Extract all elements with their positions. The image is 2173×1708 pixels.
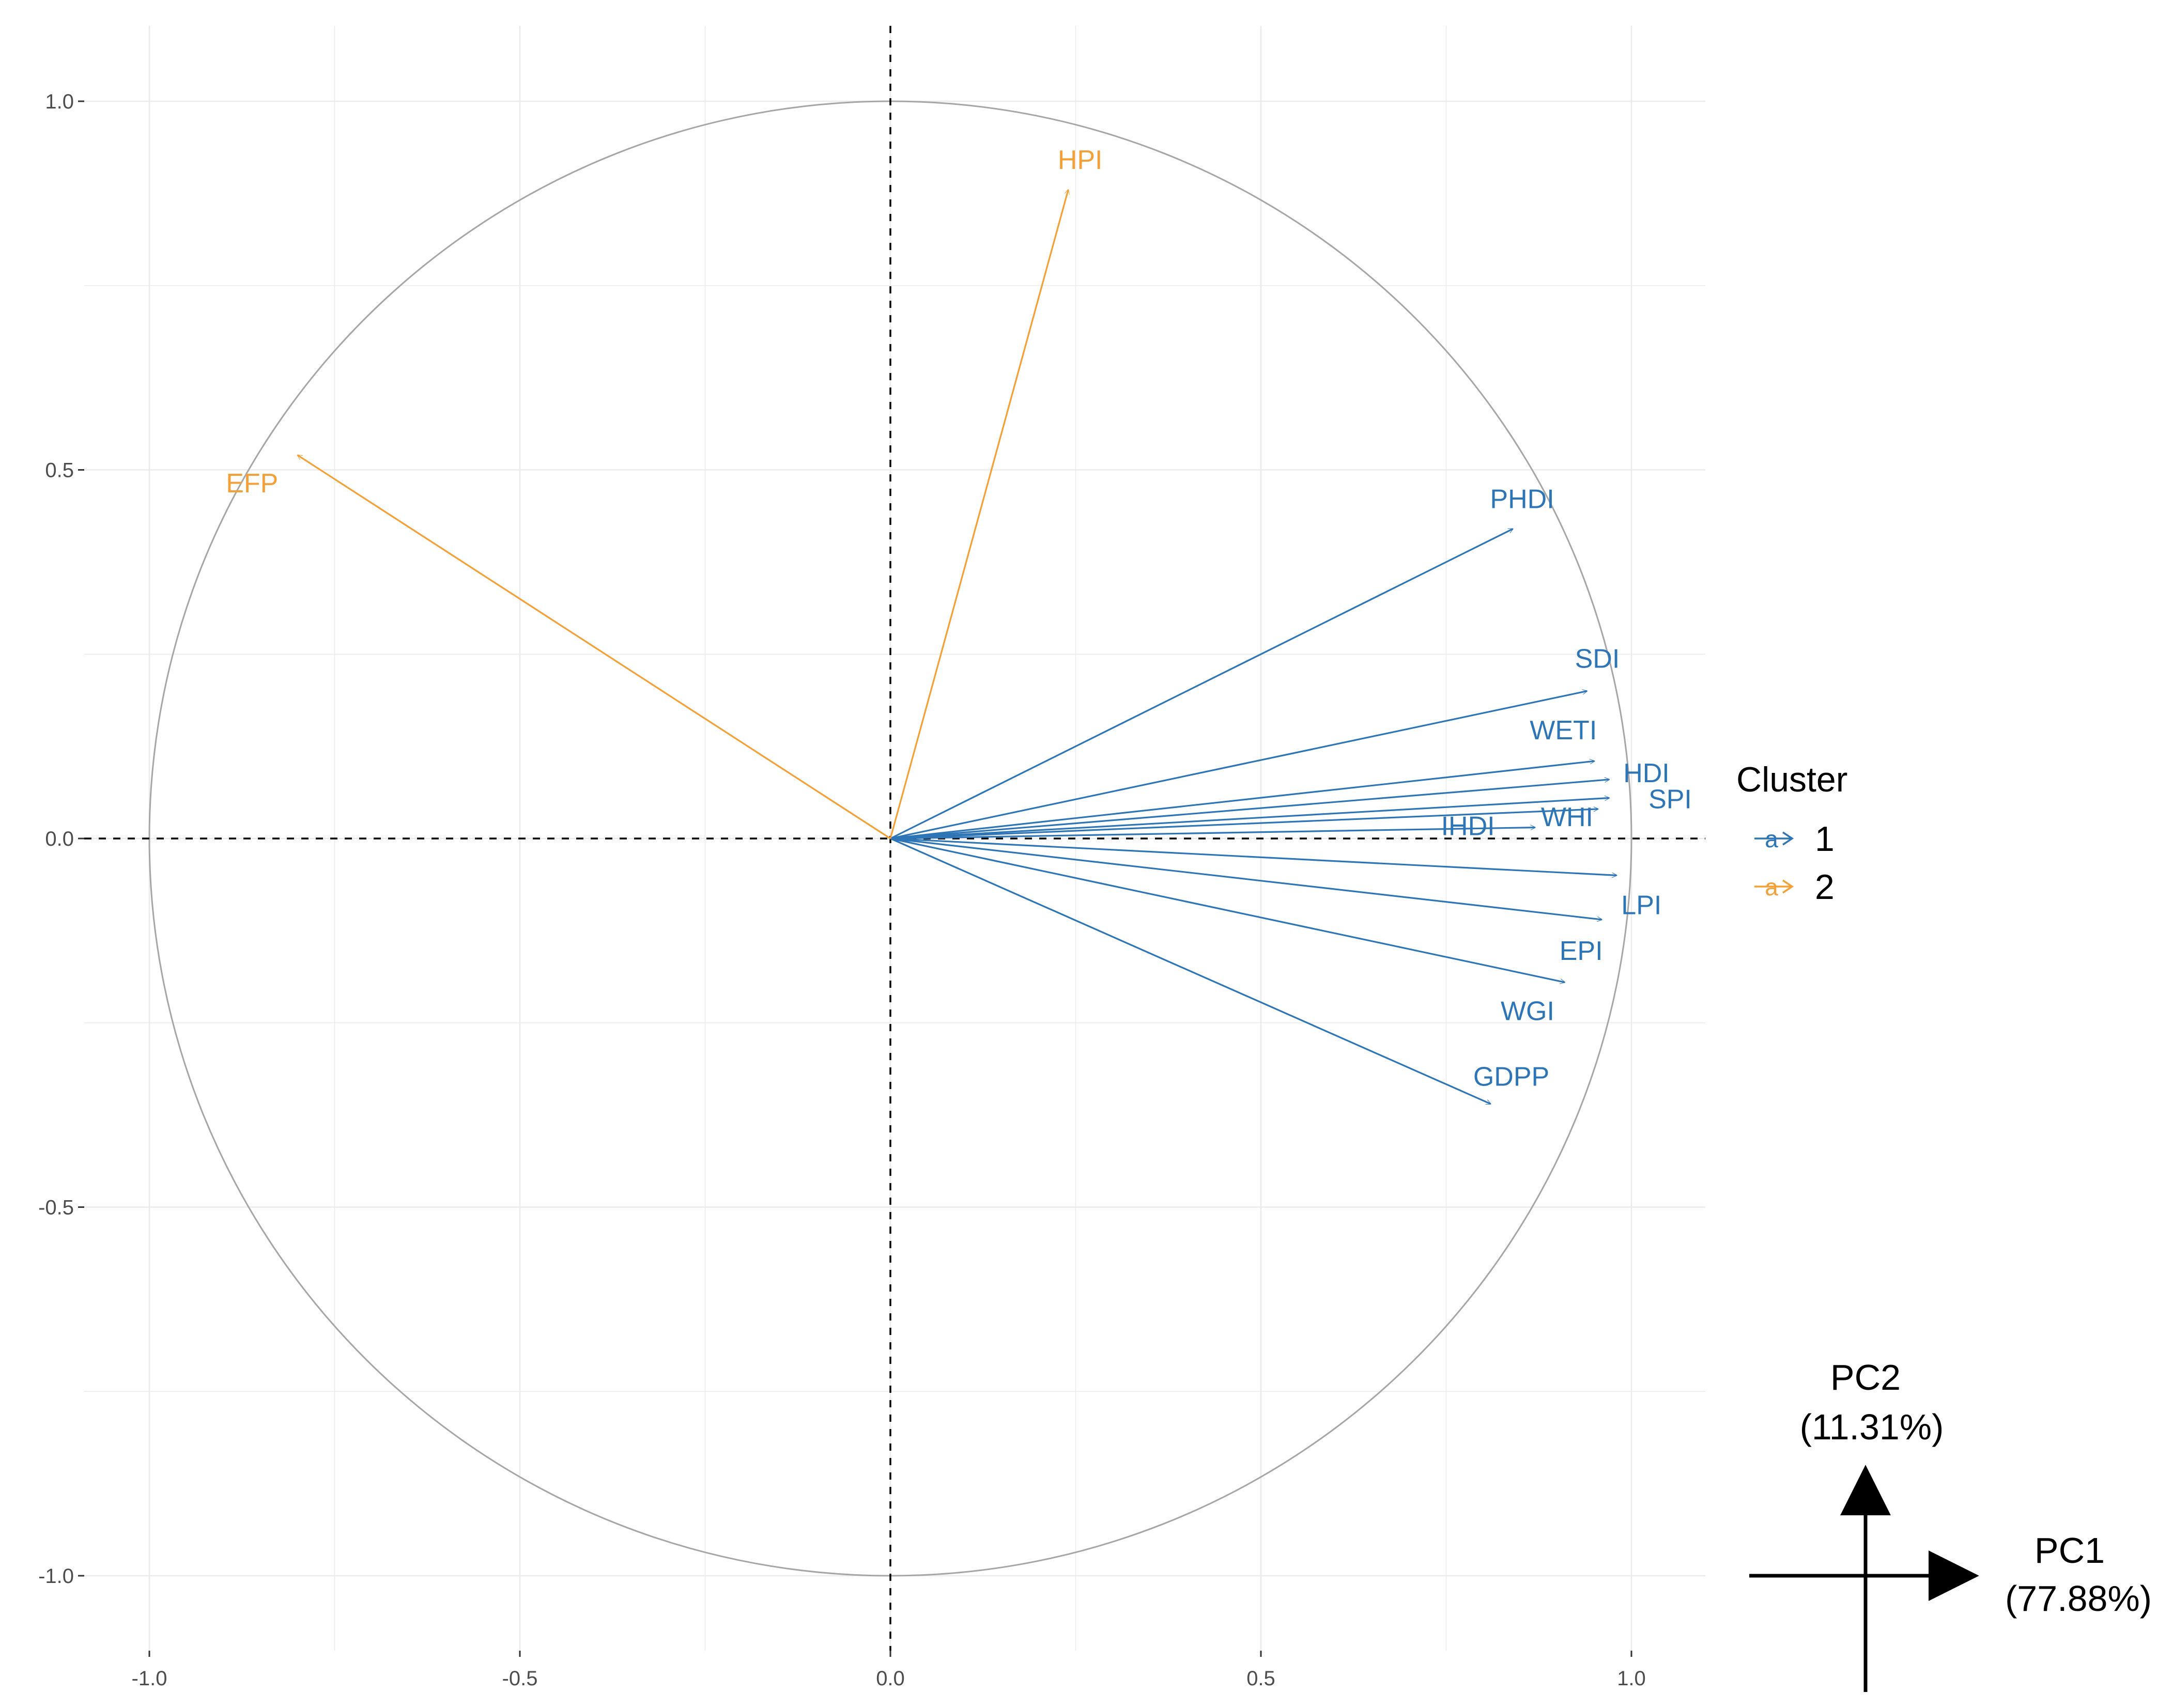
legend: Cluster a 1 a 2 xyxy=(1736,760,1847,907)
label-wgi: WGI xyxy=(1501,996,1554,1026)
arrow-wgi xyxy=(890,837,1565,982)
label-epi: EPI xyxy=(1560,936,1603,966)
arrow-whi xyxy=(890,809,1598,840)
x-tick-label: 0.5 xyxy=(1246,1667,1275,1690)
axis-ticks: -1.0 -0.5 0.0 0.5 1.0 -1.0 -0.5 0.0 0.5 1.0 xyxy=(38,90,1646,1690)
legend-key-glyph: a xyxy=(1765,874,1778,900)
x-tick-label: -0.5 xyxy=(502,1667,538,1690)
label-hpi: HPI xyxy=(1058,145,1103,175)
legend-key-arrowhead xyxy=(1782,879,1794,894)
arrow-spi xyxy=(890,798,1609,840)
label-weti: WETI xyxy=(1530,716,1597,746)
y-tick-label: -0.5 xyxy=(38,1197,74,1219)
label-phdi: PHDI xyxy=(1490,485,1554,515)
label-efp: EFP xyxy=(226,469,278,499)
x-tick-label: 1.0 xyxy=(1617,1667,1646,1690)
legend-key-arrowhead xyxy=(1782,831,1794,846)
y-tick-label: 0.5 xyxy=(45,459,74,482)
legend-key-glyph: a xyxy=(1765,826,1778,852)
label-spi: SPI xyxy=(1648,785,1692,815)
y-tick-label: -1.0 xyxy=(38,1565,74,1588)
label-ihdi: IHDI xyxy=(1441,812,1495,842)
arrow-weti xyxy=(890,761,1594,840)
legend-entries: a 1 a 2 xyxy=(1754,819,1835,907)
x-tick-label: 0.0 xyxy=(876,1667,905,1690)
pc2-key-label: PC2 xyxy=(1830,1357,1901,1398)
x-tick-label: -1.0 xyxy=(132,1667,167,1690)
label-sdi: SDI xyxy=(1575,644,1620,674)
arrow-ihdi xyxy=(890,828,1535,840)
y-tick-label: 1.0 xyxy=(45,90,74,113)
variable-arrows xyxy=(298,190,1617,1105)
y-tick-label: 0.0 xyxy=(45,828,74,850)
pc2-key-variance: (11.31%) xyxy=(1800,1407,1944,1447)
arrow-epi xyxy=(890,837,1602,920)
arrow-gdpp xyxy=(890,837,1491,1105)
pc1-key-variance: (77.88%) xyxy=(2005,1578,2152,1619)
label-hdi: HDI xyxy=(1623,758,1670,788)
pc1-key-label: PC1 xyxy=(2035,1530,2105,1571)
legend-entry-label: 2 xyxy=(1815,867,1835,907)
arrow-efp xyxy=(298,454,891,840)
legend-title: Cluster xyxy=(1736,760,1847,799)
arrow-sdi xyxy=(890,691,1587,840)
label-gdpp: GDPP xyxy=(1473,1062,1549,1092)
arrow-hdi xyxy=(890,780,1609,840)
label-whi: WHI xyxy=(1541,802,1593,832)
pc-axes-key: PC2 (11.31%) PC1 (77.88%) xyxy=(1749,1357,2152,1692)
arrow-lpi xyxy=(890,837,1616,875)
arrow-hpi xyxy=(889,190,1068,839)
legend-entry-label: 1 xyxy=(1815,819,1835,859)
arrow-phdi xyxy=(890,528,1513,840)
label-lpi: LPI xyxy=(1621,890,1661,920)
